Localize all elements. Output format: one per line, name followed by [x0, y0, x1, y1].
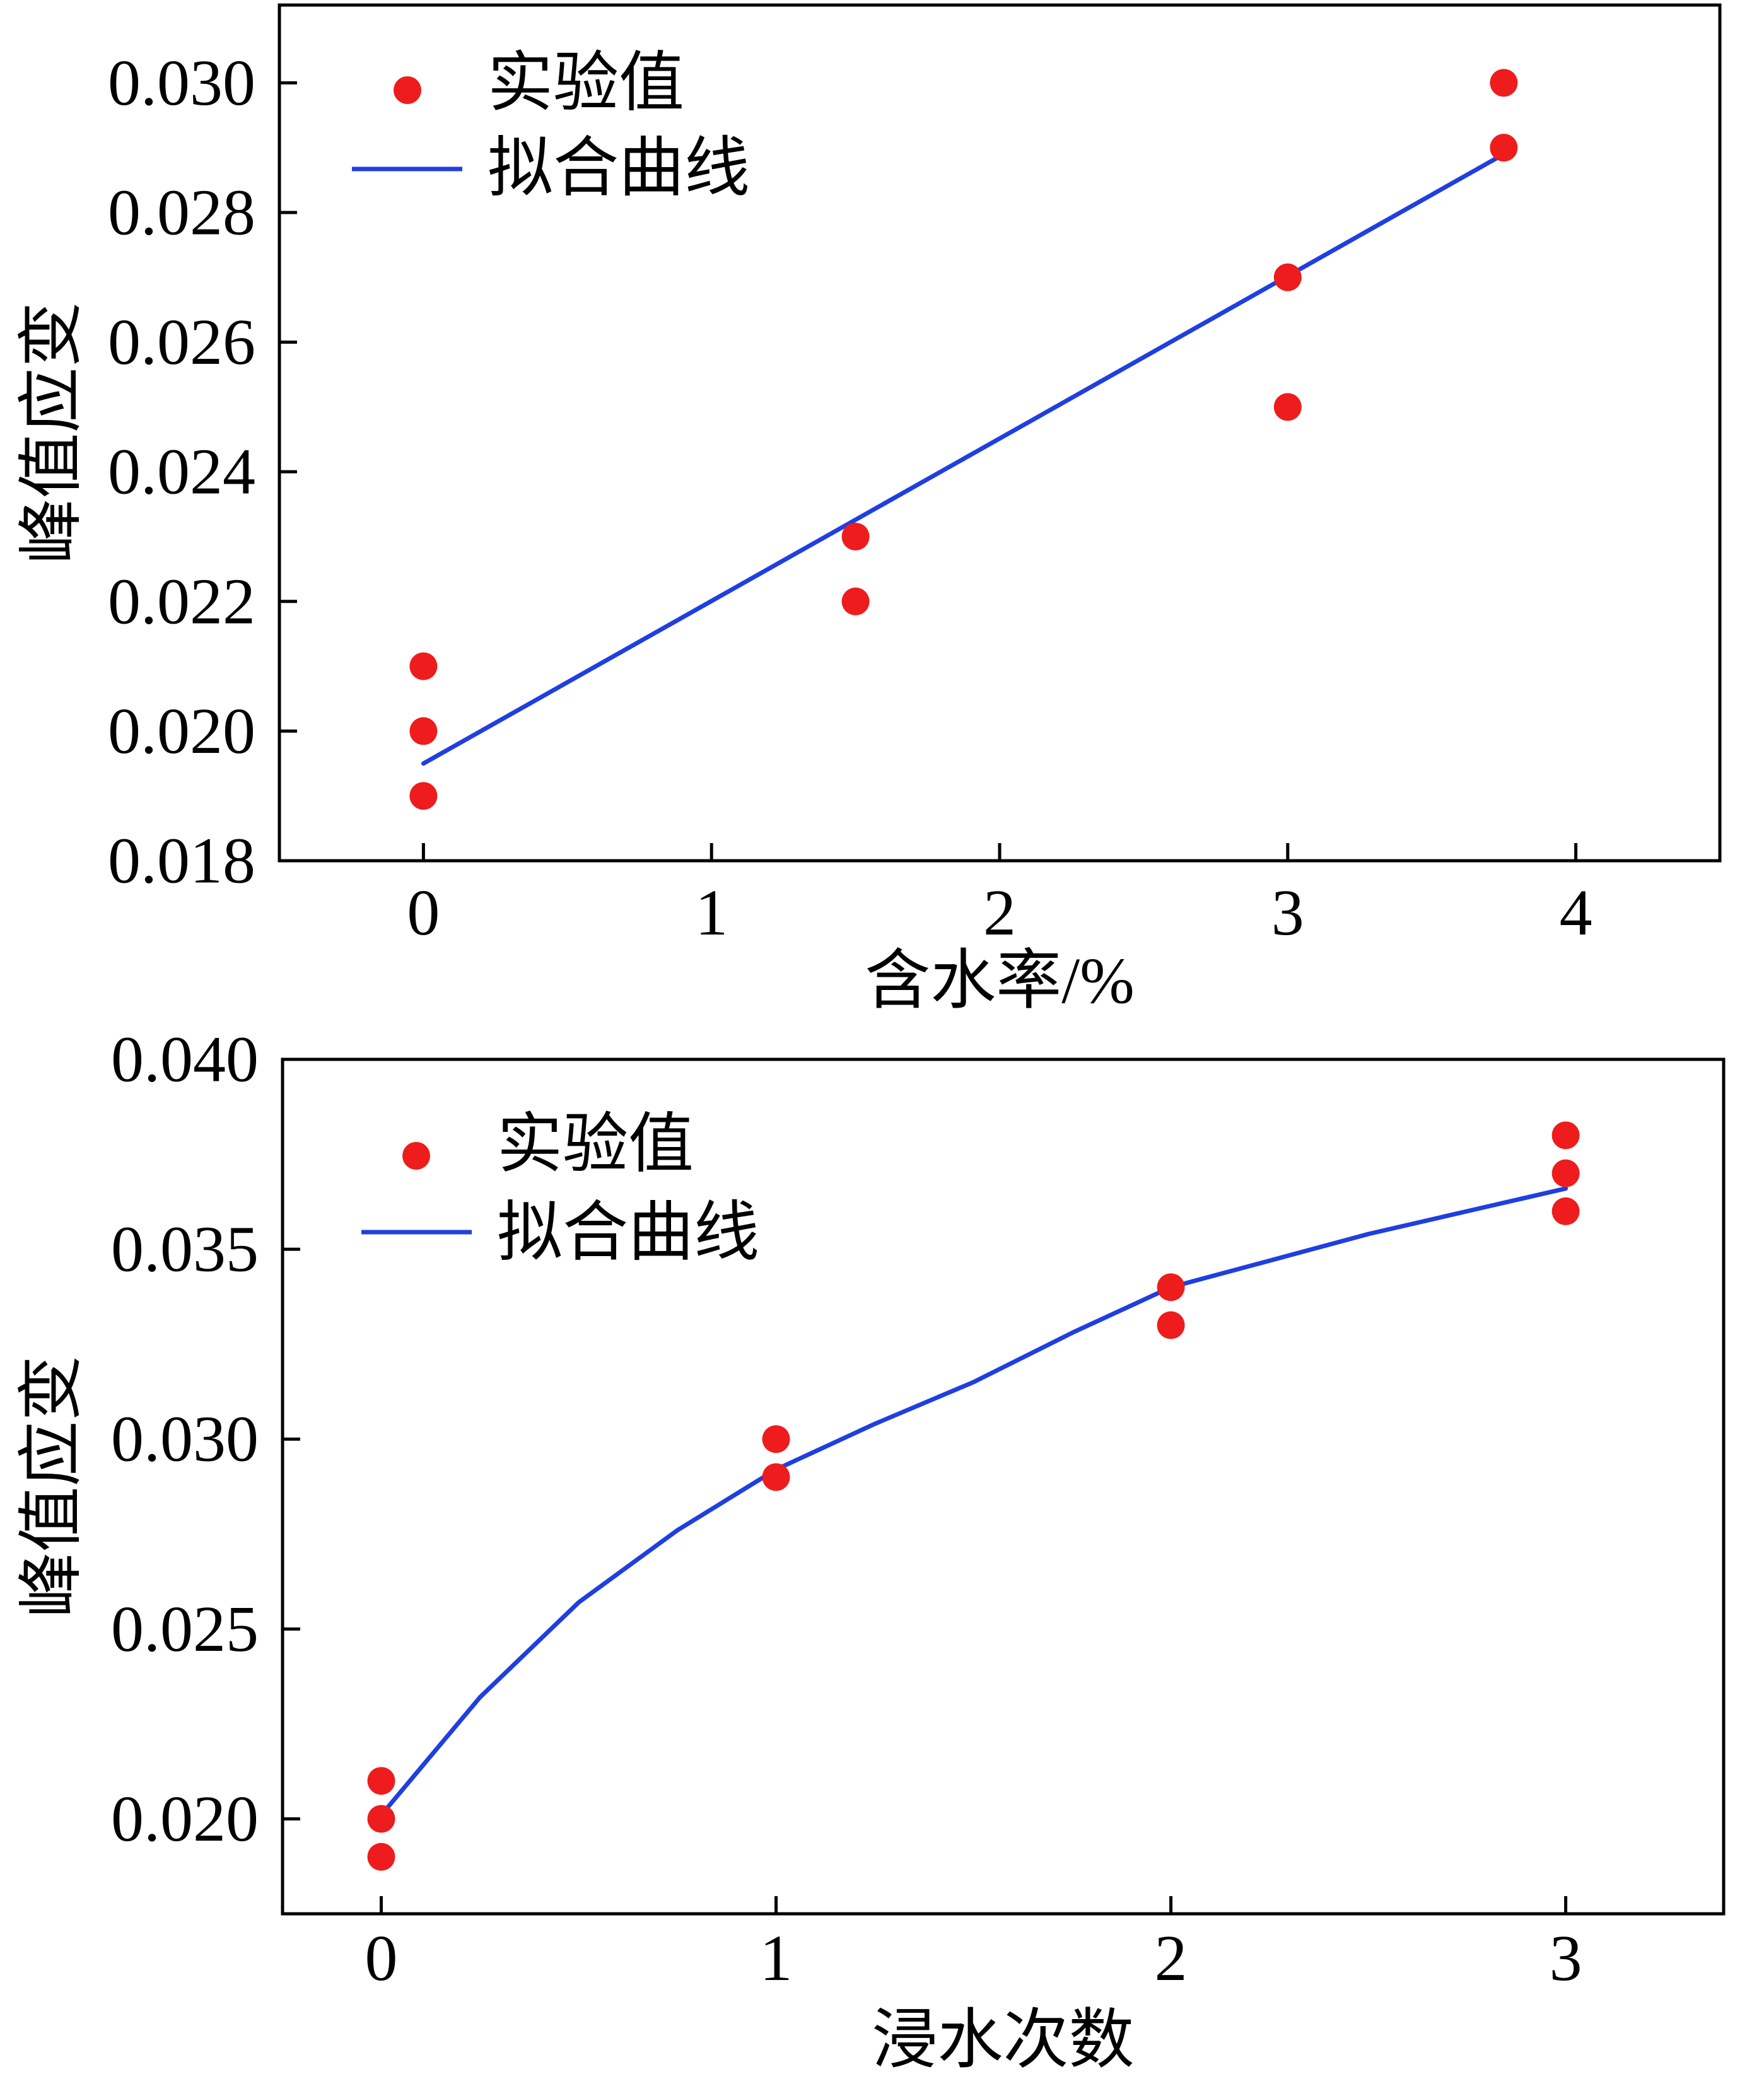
legend-marker-points: [402, 1142, 430, 1170]
data-point: [409, 782, 438, 810]
x-axis-label: 含水率/%: [865, 945, 1135, 1017]
x-tick-label: 2: [983, 876, 1016, 949]
chart-panel-1: 0.018 0.020 0.022 0.024 0.026 0.028 0.030 0 1 2 3 4…: [16, 3, 1722, 1017]
x-tick-label: 0: [407, 876, 440, 949]
data-point: [409, 717, 438, 745]
data-point: [367, 1805, 395, 1833]
legend-marker-points: [394, 76, 421, 104]
data-point: [1551, 1197, 1580, 1225]
y-tick-label: 0.024: [108, 436, 255, 508]
y-tick-label: 0.022: [108, 565, 255, 638]
legend-label-line: 拟合曲线: [497, 1197, 759, 1269]
fit-curve: [379, 1186, 1568, 1817]
y-tick-label: 0.030: [108, 47, 255, 119]
x-axis-label: 浸水次数: [872, 2004, 1134, 2076]
data-point: [762, 1463, 790, 1491]
x-tick-label: 3: [1550, 1922, 1582, 1995]
legend-label-points: 实验值: [497, 1109, 694, 1181]
plot-frame: [281, 1057, 1726, 1916]
data-point: [1551, 1159, 1580, 1187]
x-tick-label: 4: [1560, 876, 1592, 949]
y-tick-label: 0.025: [111, 1593, 259, 1665]
y-tick-label: 0.018: [108, 825, 255, 897]
legend-label-line: 拟合曲线: [488, 132, 750, 205]
data-point: [1157, 1311, 1185, 1339]
data-point: [1551, 1121, 1580, 1150]
y-tick-label: 0.040: [111, 1023, 259, 1096]
x-tick-label: 3: [1271, 876, 1304, 949]
data-point: [1490, 134, 1518, 162]
chart-panel-2: 0.020 0.025 0.030 0.035 0.040 0 1 2 3 浸水次数 峰值应变 实验值…: [16, 1023, 1726, 2076]
data-point: [367, 1767, 395, 1795]
y-tick-label: 0.020: [111, 1783, 259, 1855]
data-point: [841, 522, 870, 550]
x-tick-label: 2: [1155, 1922, 1188, 1995]
fit-curve: [421, 151, 1506, 766]
legend-label-points: 实验值: [488, 47, 684, 120]
y-axis-label: 峰值应变: [16, 301, 88, 564]
y-tick-label: 0.030: [111, 1403, 259, 1476]
data-point: [762, 1425, 790, 1453]
x-tick-label: 1: [760, 1922, 793, 1995]
x-tick-label: 0: [365, 1922, 398, 1995]
data-point: [1273, 263, 1302, 291]
data-point: [1273, 393, 1302, 421]
data-point: [1490, 69, 1518, 97]
y-tick-label: 0.035: [111, 1213, 259, 1286]
data-point: [367, 1843, 395, 1871]
x-tick-label: 1: [695, 876, 728, 949]
data-point: [841, 587, 870, 615]
y-tick-label: 0.020: [108, 695, 255, 767]
y-axis-label: 峰值应变: [16, 1355, 88, 1617]
y-tick-label: 0.026: [108, 306, 255, 378]
y-tick-label: 0.028: [108, 176, 255, 248]
data-point: [1157, 1273, 1185, 1302]
data-point: [409, 652, 438, 680]
